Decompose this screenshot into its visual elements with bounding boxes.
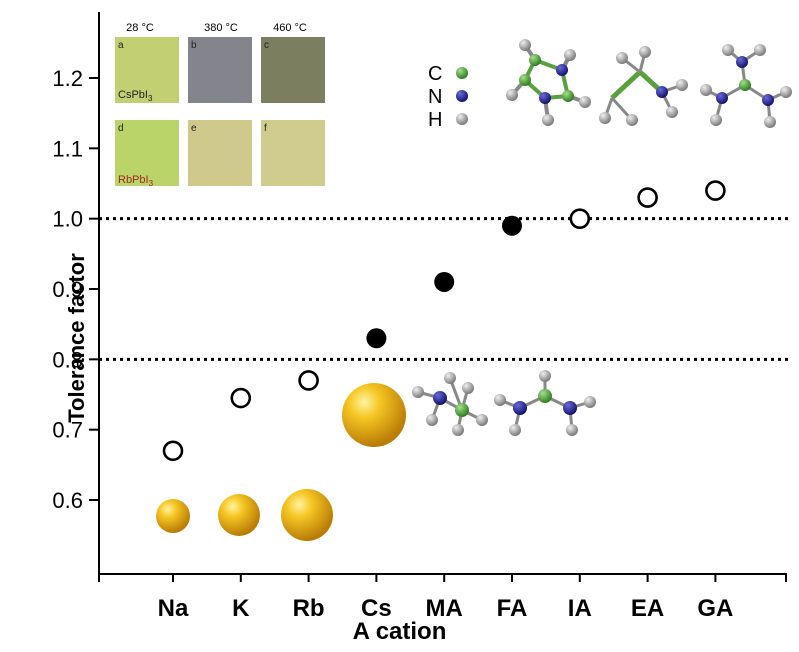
y-tick-label: 0.7 (52, 418, 83, 443)
x-tick-label: Rb (293, 595, 325, 622)
x-tick-label: FA (497, 595, 528, 622)
inset-panel-letter: a (118, 40, 124, 51)
data-point (366, 328, 387, 349)
axes: 0.6 0.7 0.8 0.9 1.0 1.1 1.2 Na K Rb Cs MA FA IA EA GA (52, 12, 787, 622)
x-tick-label: GA (697, 595, 733, 622)
sphere-rb-icon (281, 489, 333, 541)
inset-temp-label: 28 °C (126, 22, 154, 34)
legend-label-h: H (428, 109, 442, 131)
data-point (162, 440, 184, 462)
inset-panel (188, 120, 252, 186)
x-tick-label: Cs (361, 595, 392, 622)
molecule-imidazolium-icon (506, 39, 591, 126)
x-tick-label: K (232, 595, 250, 622)
atom-legend: C N H (428, 63, 468, 131)
inset-panel (261, 120, 325, 186)
inset-row-label-cspbi3: CsPbI3 (118, 89, 153, 103)
data-point (434, 271, 455, 292)
molecule-formamidinium-icon (494, 370, 596, 436)
inset-panel-letter: f (264, 123, 267, 134)
y-axis-title: Tolerance factor (63, 253, 89, 423)
inset-panel-letter: e (191, 123, 197, 134)
sphere-cs-icon (342, 383, 406, 447)
inset-panel (115, 120, 179, 186)
inset-row-label-rbpbi3: RbPbI3 (118, 174, 154, 188)
legend-swatch-c (456, 67, 468, 79)
y-tick-label: 1.2 (52, 66, 83, 91)
molecule-methylammonium-icon (412, 372, 488, 436)
sphere-na-icon (156, 499, 190, 533)
x-axis-title: A cation (352, 618, 447, 645)
sphere-k-icon (218, 494, 260, 536)
data-point (230, 387, 252, 409)
inset-panel-letter: b (191, 40, 197, 51)
x-tick-label: MA (426, 595, 463, 622)
inset-panel-letter: d (118, 123, 124, 134)
data-point (298, 370, 319, 391)
data-point (637, 187, 658, 208)
y-tick-label: 1.0 (52, 207, 83, 232)
legend-label-c: C (428, 63, 442, 85)
x-tick-label: IA (568, 595, 592, 622)
legend-swatch-h (456, 113, 468, 125)
inset-panel (115, 37, 179, 103)
molecule-guanidinium-icon (700, 44, 792, 128)
y-tick-label: 0.6 (52, 488, 83, 513)
inset-photos: 28 °C 380 °C 460 °C a b c d e f CsPbI3 RbPbI3 (112, 18, 328, 190)
data-point (569, 208, 591, 229)
inset-panel (261, 37, 325, 103)
inset-panel-letter: c (264, 40, 269, 51)
legend-label-n: N (428, 86, 442, 108)
cation-size-spheres (156, 383, 406, 541)
inset-panel (188, 37, 252, 103)
legend-swatch-n (456, 90, 468, 102)
data-point (502, 215, 522, 236)
y-tick-label: 1.1 (52, 136, 83, 161)
x-tick-label: EA (631, 595, 664, 622)
inset-temp-label: 380 °C (204, 22, 238, 34)
molecule-ethylammonium-icon (599, 46, 688, 126)
x-tick-label: Na (158, 595, 189, 622)
y-tick-label: 0.8 (52, 347, 83, 372)
y-tick-label: 0.9 (52, 277, 83, 302)
data-point (705, 180, 726, 201)
inset-temp-label: 460 °C (273, 22, 307, 34)
